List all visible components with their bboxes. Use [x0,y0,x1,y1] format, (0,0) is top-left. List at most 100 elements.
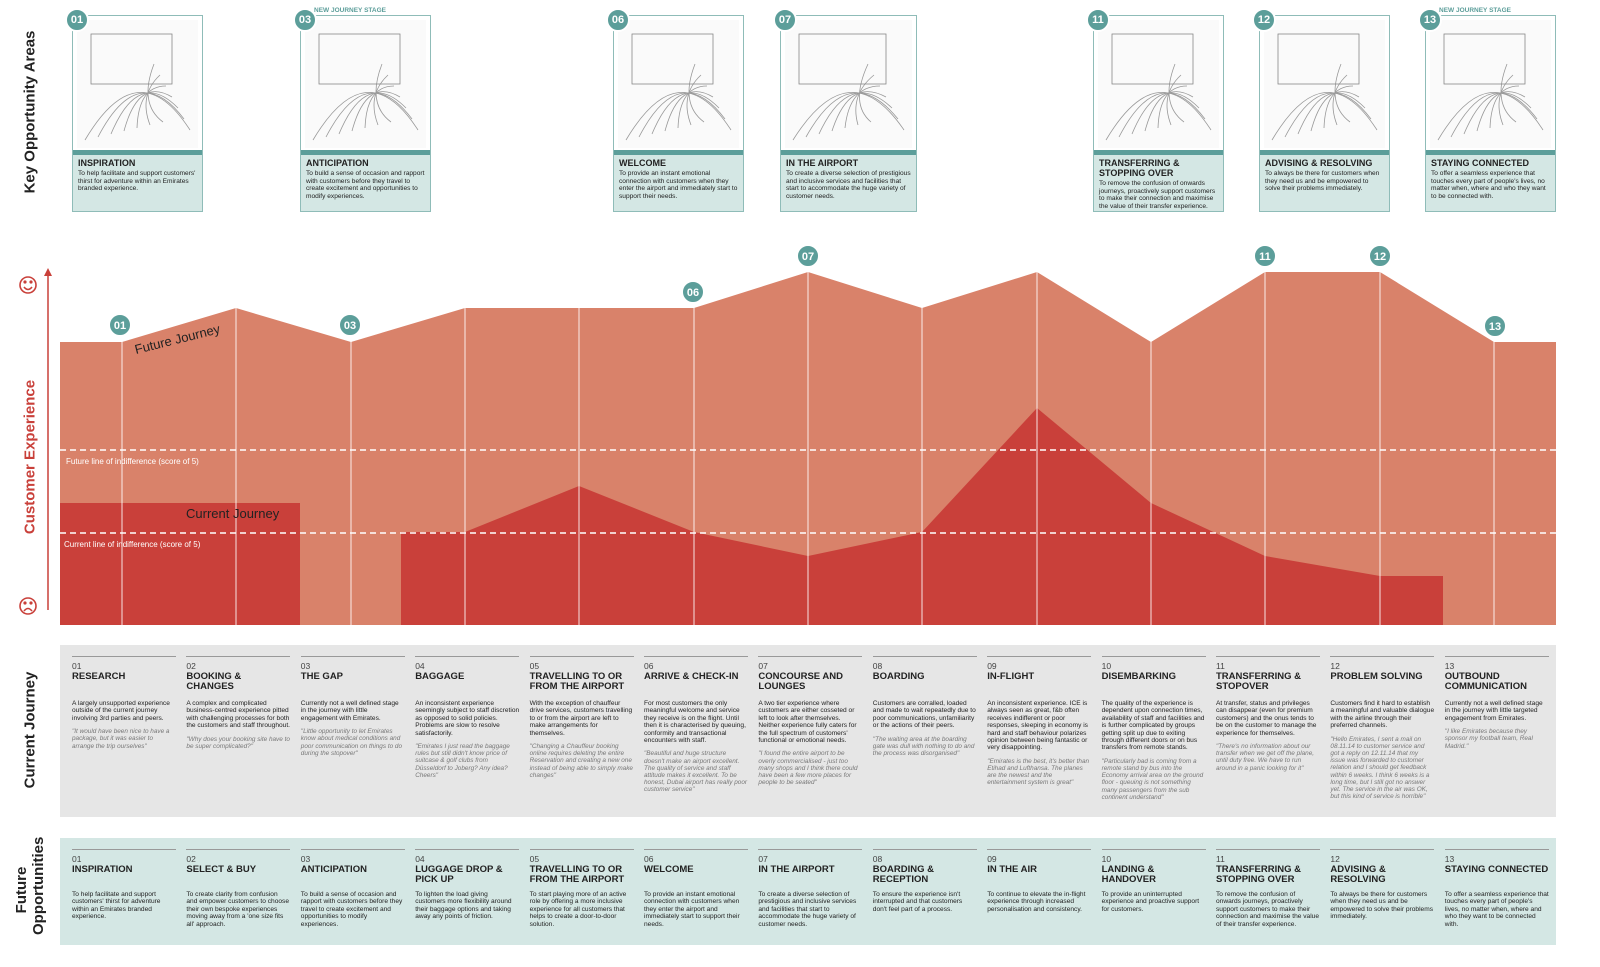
sketch-line [1105,91,1212,141]
stage-description: At transfer, status and privileges can d… [1216,700,1317,737]
sketch-line [145,74,161,126]
card-badge: 03 [293,8,317,32]
stage-number: 06 [644,849,748,864]
current-journey-area [60,503,300,625]
stage-title: TRAVELLING TO OR FROM THE AIRPORT [529,671,625,692]
stage-number: 06 [644,656,748,671]
sketch [312,33,419,141]
sketch-line [1332,74,1348,126]
stage-title: TRAVELLING TO OR FROM THE AIRPORT [529,864,625,885]
card-description: To offer a seamless experience that touc… [1431,170,1546,200]
axis-arrowhead [44,268,52,276]
stage-quote: "Emirates I just read the baggage rules … [415,743,510,779]
sketch-line [84,91,191,141]
badge-number: 03 [344,320,356,332]
card-tag: NEW JOURNEY STAGE [1439,7,1511,14]
card-title: ANTICIPATION [306,158,369,168]
badge-number: 01 [114,320,126,332]
opportunity-card: STAYING CONNECTED To offer a seamless exp… [1425,15,1556,212]
sketch-line [110,92,179,135]
stage-description: A complex and complicated business-centr… [186,700,291,730]
sketch-line [1489,85,1520,129]
card-title: ADVISING & RESOLVING [1265,158,1373,168]
stage-description: To provide an instant emotional connecti… [644,891,740,928]
stage-quote: "I like Emirates because they sponsor my… [1444,728,1533,750]
future-opportunity: 10 LANDING & HANDOVER To provide an uninte… [1101,849,1206,913]
stage-description: The quality of the experience is depende… [1101,700,1205,752]
card-stripe [301,150,430,155]
card-illustration [618,20,739,148]
current-stage: 10 DISEMBARKING The quality of the experie… [1101,656,1206,801]
sketch-line [312,91,419,141]
sketch-line [805,92,899,138]
stage-quote: "Changing a Chauffeur booking online req… [529,743,633,779]
badge-number: 07 [802,251,814,263]
stage-description: An inconsistent experience seemingly sub… [415,700,520,737]
card-text: ANTICIPATION To build a sense of occasion… [301,155,430,211]
sketch [84,33,191,141]
card-text: ADVISING & RESOLVING To always be there f… [1260,155,1389,211]
card-description: To always be there for customers when th… [1265,170,1380,193]
stage-quote: "Particularly bad is coming from a remot… [1101,757,1204,801]
future-opportunity: 11 TRANSFERRING & STOPPING OVER To remove … [1216,849,1320,928]
badge-number: 11 [1259,251,1271,263]
current-stage: 08 BOARDING Customers are corralled, loade… [872,656,977,757]
sketch-line [677,85,708,129]
stage-title: CONCOURSE AND LOUNGES [758,671,844,692]
current-stage: 05 TRAVELLING TO OR FROM THE AIRPORT With … [529,656,634,779]
happy-icon [19,276,37,294]
stage-number: 12 [1330,849,1435,864]
future-opportunity: 02 SELECT & BUY To create clarity from con… [186,849,291,928]
stage-title: WELCOME [644,864,694,875]
stage-quote: "There's no information about our transf… [1216,743,1315,772]
sketch-line [1437,91,1544,141]
future-opportunity: 13 STAYING CONNECTED To offer a seamless e… [1444,849,1549,928]
future-opportunity: 08 BOARDING & RECEPTION To ensure the expe… [872,849,977,913]
card-badge: 06 [606,8,630,32]
stage-number: 10 [1101,849,1206,864]
stage-quote: "Emirates is the best, it's better than … [987,757,1090,787]
stage-title: BOARDING [872,671,925,682]
badge-number: 06 [687,287,699,299]
sketch-line [844,85,881,129]
current-indifference-label: Current line of indifference (score of 5… [64,540,201,549]
opportunity-card: WELCOME To provide an instant emotional c… [613,15,744,212]
stage-title: INSPIRATION [72,864,133,875]
stage-title: ADVISING & RESOLVING [1330,864,1386,885]
stage-description: To start playing more of an active role … [529,891,627,928]
stage-quote: "It would have been nice to have a packa… [72,728,170,750]
card-description: To provide an instant emotional connecti… [619,170,738,200]
stage-title: ARRIVE & CHECK-IN [644,671,739,682]
sketch-line [792,92,905,141]
badge [338,313,362,337]
badge [108,313,132,337]
stage-title: IN THE AIRPORT [758,864,835,875]
stage-number: 01 [72,849,176,864]
card-description: To remove the confusion of onwards journ… [1099,180,1216,210]
card-title: STAYING CONNECTED [1431,158,1530,168]
card-title: IN THE AIRPORT [786,158,859,168]
stage-description: To offer a seamless experience that touc… [1444,891,1549,928]
stage-number: 02 [186,656,291,671]
current-journey-area [401,408,1443,625]
opportunity-card: ADVISING & RESOLVING To always be there f… [1259,15,1390,212]
card-description: To help facilitate and support customers… [78,170,196,193]
card-stripe [1426,150,1555,155]
card-stripe [1094,150,1223,155]
current-stage: 07 CONCOURSE AND LOUNGES A two tier experi… [758,656,863,786]
stage-number: 07 [758,849,863,864]
card-description: To create a diverse selection of prestig… [786,170,911,200]
future-opportunity: 05 TRAVELLING TO OR FROM THE AIRPORT To st… [529,849,634,928]
stage-description: To lighten the load giving customers mor… [415,891,512,921]
side-label: Key Opportunity Areas [21,30,39,194]
future-opportunity: 07 IN THE AIRPORT To create a diverse sele… [758,849,863,928]
sketch-line [1323,85,1354,129]
sketch-line [1168,63,1185,123]
current-stage: 01 RESEARCH A largely unsupported experien… [72,656,176,750]
stage-title: BOOKING & CHANGES [186,671,242,692]
future-opportunity: 01 INSPIRATION To help facilitate and supp… [72,849,176,921]
card-badge: 11 [1086,8,1110,32]
stage-title: BOARDING & RECEPTION [872,864,935,885]
sad-icon [19,597,37,615]
